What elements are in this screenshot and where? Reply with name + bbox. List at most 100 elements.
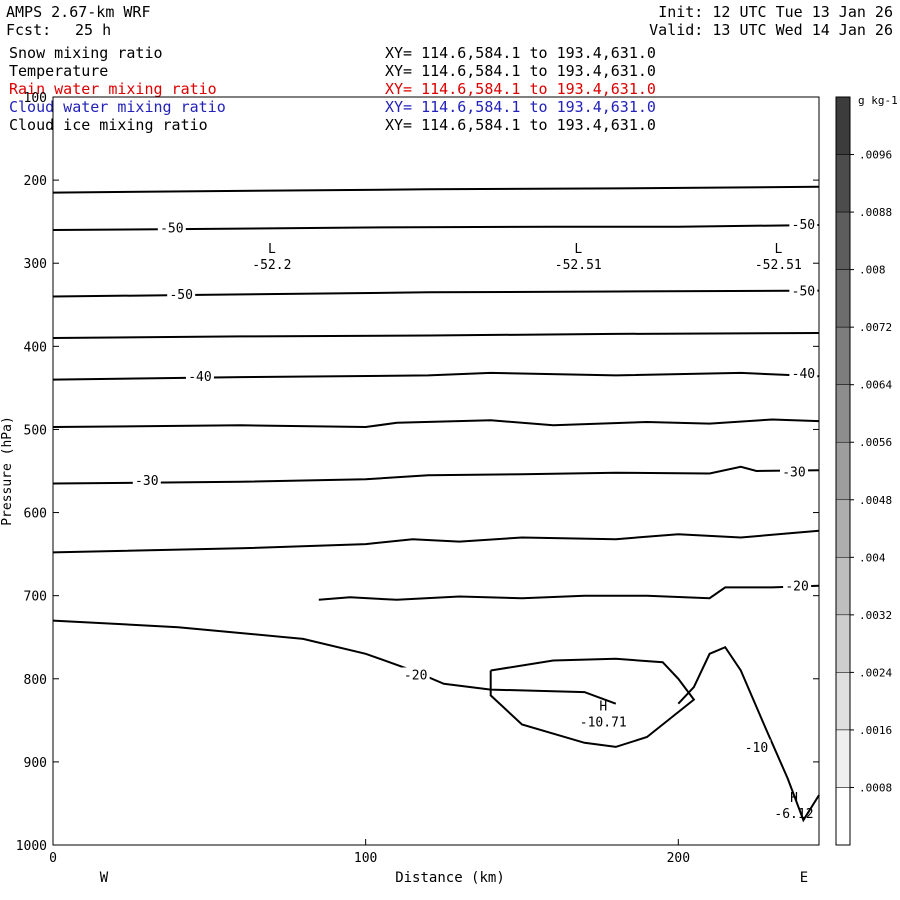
colorbar-swatch [835, 672, 851, 731]
east-label: E [800, 870, 808, 886]
valid-time: Valid: 13 UTC Wed 14 Jan 26 [649, 21, 893, 39]
contour-label: -20 [404, 668, 427, 683]
isotherm-line [52, 289, 820, 298]
contour-label-bg [132, 472, 161, 487]
contour-label-bg [789, 365, 818, 380]
colorbar-tick-label: .0008 [859, 781, 892, 794]
colorbar-swatch [835, 787, 851, 846]
forecast-hours: 25 h [75, 21, 112, 39]
contour-label-bg [157, 220, 186, 235]
isotherm-line [52, 529, 820, 554]
colorbar-tick-label: .0056 [859, 436, 892, 449]
colorbar-swatch [835, 557, 851, 616]
y-tick-label: 600 [24, 507, 47, 522]
y-tick-label: 500 [24, 423, 47, 438]
colorbar-tick-label: .004 [859, 551, 886, 564]
colorbar-swatch [835, 614, 851, 673]
extremum-marker: H [599, 699, 607, 714]
y-axis-label: Pressure (hPa) [0, 416, 15, 526]
field-name: Rain water mixing ratio [9, 80, 217, 98]
field-name: Cloud water mixing ratio [9, 98, 226, 116]
contour-label-bg [167, 286, 196, 301]
extremum-value: -52.51 [755, 258, 802, 273]
x-tick-label: 0 [49, 851, 57, 866]
field-name: Cloud ice mixing ratio [9, 116, 208, 134]
colorbar-swatch [835, 269, 851, 328]
y-tick-label: 700 [24, 590, 47, 605]
contour-label: -50 [792, 284, 815, 299]
colorbar-tick-label: .0024 [859, 666, 892, 679]
field-coordinates: XY= 114.6,584.1 to 193.4,631.0 [385, 80, 656, 98]
y-tick-label: 900 [24, 756, 47, 771]
colorbar-swatch [835, 96, 851, 155]
contour-label-bg [779, 464, 808, 479]
isotherm-line [52, 224, 820, 231]
init-time: Init: 12 UTC Tue 13 Jan 26 [658, 3, 893, 21]
field-name: Temperature [9, 62, 109, 80]
extremum-marker: H [790, 791, 798, 806]
colorbar-unit: g kg-1 [858, 94, 898, 107]
terrain-line [677, 645, 820, 823]
forecast-label: Fcst: [6, 21, 52, 39]
field-coordinates: XY= 114.6,584.1 to 193.4,631.0 [385, 62, 656, 80]
colorbar-tick-label: .0064 [859, 379, 892, 392]
contour-label-bg [789, 216, 818, 231]
colorbar-swatch [835, 729, 851, 788]
contour-label: -50 [169, 288, 192, 303]
isotherm-line [52, 371, 820, 381]
extremum-value: -10.71 [580, 715, 627, 730]
model-title: AMPS 2.67-km WRF [6, 3, 151, 21]
colorbar-swatch [835, 384, 851, 443]
contour-label: -40 [792, 367, 815, 382]
isotherm-line [318, 584, 820, 601]
colorbar-frame [835, 96, 851, 846]
colorbar-tick-label: .0072 [859, 321, 892, 334]
field-name: Snow mixing ratio [9, 44, 163, 62]
isotherm-line [52, 185, 820, 194]
isotherm-line [52, 418, 820, 429]
contour-label: -30 [782, 466, 805, 481]
extremum-value: -6.12 [774, 807, 813, 822]
west-label: W [100, 870, 109, 886]
isotherm-line [52, 619, 617, 705]
contour-label-bg [185, 369, 214, 384]
colorbar-swatch [835, 154, 851, 213]
colorbar-swatch [835, 326, 851, 385]
colorbar-swatch [835, 211, 851, 270]
contour-label: -50 [792, 218, 815, 233]
field-coordinates: XY= 114.6,584.1 to 193.4,631.0 [385, 98, 656, 116]
colorbar-tick-label: .0096 [859, 149, 892, 162]
isotherm-line [52, 465, 820, 485]
contour-label-bg [401, 667, 430, 682]
extremum-value: -52.2 [252, 258, 291, 273]
extremum-marker: L [774, 242, 782, 257]
y-tick-label: 800 [24, 673, 47, 688]
plot-area [52, 96, 820, 846]
extremum-value: -52.51 [555, 258, 602, 273]
contour-label-bg [783, 578, 812, 593]
contour-label: -40 [188, 370, 211, 385]
contour-label-bg [789, 283, 818, 298]
extremum-marker: L [268, 242, 276, 257]
colorbar-swatch [835, 499, 851, 558]
y-tick-label: 200 [24, 174, 47, 189]
isotherm-line [52, 332, 820, 339]
colorbar-tick-label: .0088 [859, 206, 892, 219]
colorbar-tick-label: .0016 [859, 724, 892, 737]
contour-label: -50 [160, 221, 183, 236]
x-axis-label: Distance (km) [395, 870, 505, 886]
y-tick-label: 300 [24, 257, 47, 272]
field-coordinates: XY= 114.6,584.1 to 193.4,631.0 [385, 44, 656, 62]
y-tick-label: 1000 [16, 839, 47, 854]
extremum-marker: L [574, 242, 582, 257]
contour-label: -30 [135, 474, 158, 489]
x-tick-label: 100 [354, 851, 377, 866]
y-tick-label: 400 [24, 340, 47, 355]
contour-label-bg [742, 739, 771, 754]
colorbar-tick-label: .0048 [859, 494, 892, 507]
colorbar-swatch [835, 441, 851, 501]
colorbar-tick-label: .0032 [859, 609, 892, 622]
field-coordinates: XY= 114.6,584.1 to 193.4,631.0 [385, 116, 656, 134]
contour-label: -20 [785, 580, 808, 595]
